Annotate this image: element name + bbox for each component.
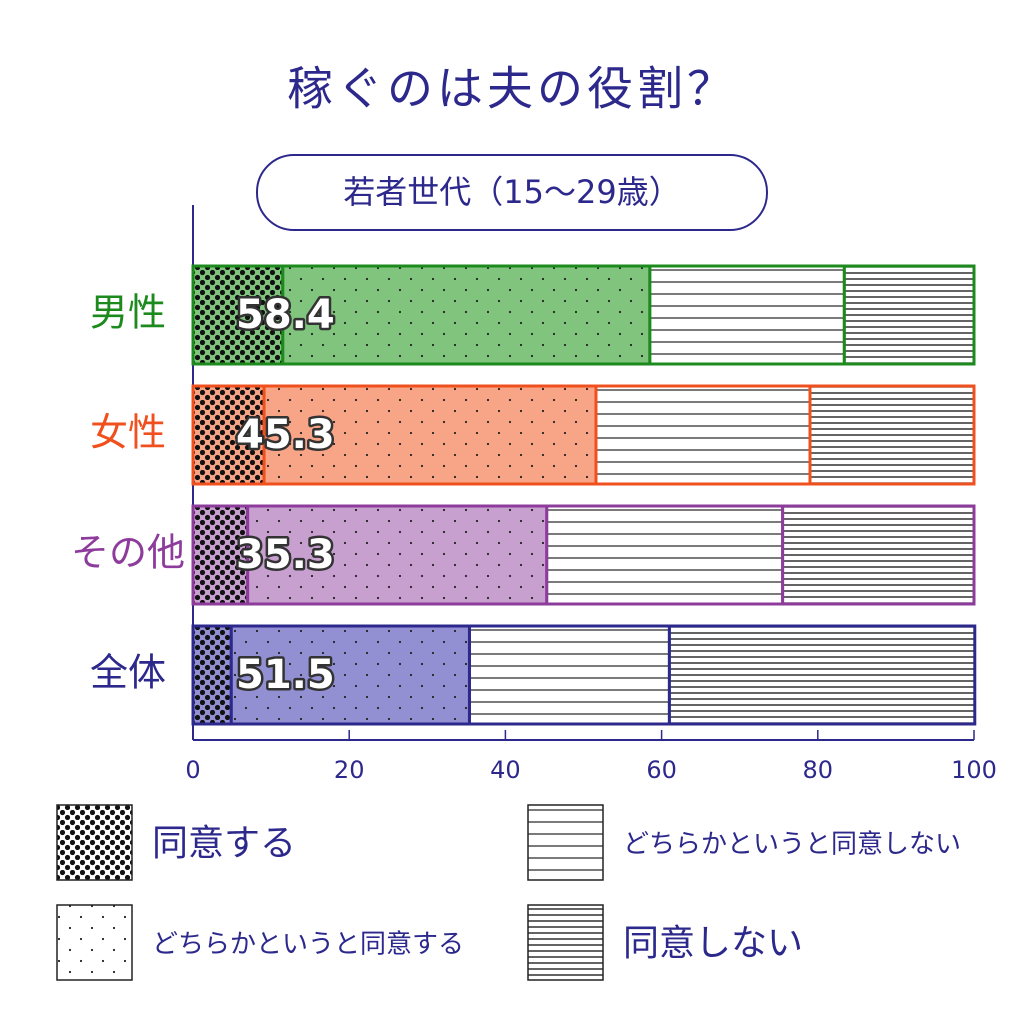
bar-segment <box>229 624 471 726</box>
bar-segment <box>246 504 549 606</box>
bar-segment <box>191 504 250 606</box>
category-label: 全体 <box>90 651 166 695</box>
bar-segment <box>545 504 785 606</box>
bar-label: 51.5 <box>236 652 335 698</box>
legend-label: どちらかというと同意しない <box>623 830 961 860</box>
bar-label: 45.3 <box>236 412 335 458</box>
bar-label: 58.4 <box>236 292 335 338</box>
legend-label: どちらかというと同意する <box>152 930 464 960</box>
bar-segment <box>808 384 976 486</box>
x-tick-label: 20 <box>334 756 365 784</box>
bar-segment <box>191 384 266 486</box>
bar-segment <box>648 264 846 366</box>
legend-swatch <box>56 804 133 881</box>
chart-subtitle: 若者世代（15〜29歳） <box>343 173 680 211</box>
legend-swatch <box>56 904 133 981</box>
x-tick-label: 60 <box>646 756 677 784</box>
legend-label: 同意する <box>152 823 296 864</box>
category-label: 男性 <box>90 291 166 335</box>
bar-segment <box>281 264 652 366</box>
category-label: その他 <box>71 531 185 575</box>
legend-swatch <box>527 804 604 881</box>
bar-segment <box>467 624 671 726</box>
x-tick-label: 40 <box>490 756 521 784</box>
bar-segment <box>781 504 976 606</box>
bar-segment <box>191 624 233 726</box>
category-label: 女性 <box>90 411 166 455</box>
legend-label: 同意しない <box>623 923 803 964</box>
x-tick-label: 100 <box>951 756 997 784</box>
subtitle-box <box>256 154 768 231</box>
chart-title: 稼ぐのは夫の役割？ <box>287 62 737 116</box>
x-tick-label: 0 <box>185 756 200 784</box>
bar-label: 35.3 <box>236 532 335 578</box>
bar-segment <box>842 264 976 366</box>
bar-segment <box>262 384 598 486</box>
bar-segment <box>667 624 977 726</box>
bar-segment <box>594 384 812 486</box>
x-tick-label: 80 <box>803 756 834 784</box>
legend-swatch <box>527 904 604 981</box>
